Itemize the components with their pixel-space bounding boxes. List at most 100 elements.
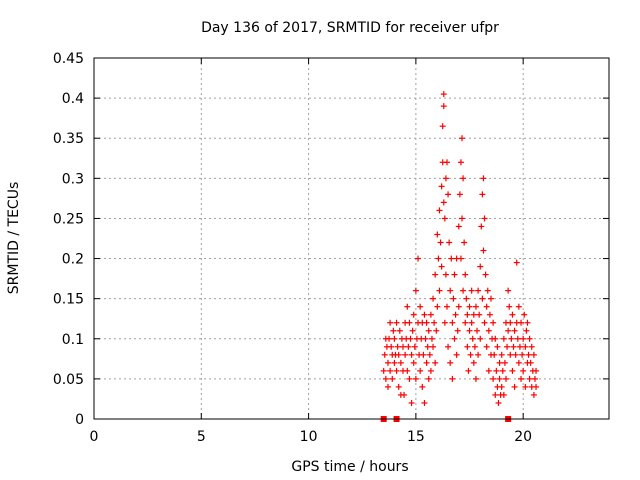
data-point [407,335,414,342]
data-point [440,91,447,98]
data-point [435,255,442,262]
data-point [408,399,415,406]
data-point [507,319,514,326]
data-point [501,359,508,366]
data-point [391,335,398,342]
x-tick-label: 10 [300,429,318,445]
data-point [427,367,434,374]
data-point [533,383,540,390]
x-tick-label: 20 [514,429,532,445]
data-point [518,319,525,326]
data-point [453,351,460,358]
data-point [430,343,437,350]
data-point [432,359,439,366]
data-point [463,295,470,302]
data-point [505,287,512,294]
data-point [496,375,503,382]
data-point [462,271,469,278]
data-point [500,335,507,342]
x-tick-label: 0 [90,429,99,445]
data-point [490,375,497,382]
y-tick-label: 0.3 [62,171,84,187]
data-point [510,343,517,350]
data-point [434,303,441,310]
data-point [468,287,475,294]
data-point [440,199,447,206]
data-point [481,319,488,326]
data-point [512,351,519,358]
data-point [455,303,462,310]
data-point [526,335,533,342]
data-point [486,311,493,318]
data-point [528,343,535,350]
data-point [514,335,521,342]
data-point [439,123,446,130]
data-point [526,375,533,382]
data-point [451,335,458,342]
data-point [475,351,482,358]
data-point [410,311,417,318]
y-axis-label: SRMTID / TECUs [6,182,22,295]
data-point [483,303,490,310]
data-point [440,103,447,110]
data-point [406,375,413,382]
plot-frame [93,57,610,420]
y-tick-label: 0 [75,412,84,428]
y-tick-label: 0.15 [53,292,84,308]
data-point [441,319,448,326]
data-point [472,375,479,382]
data-point [412,287,419,294]
data-point [443,159,450,166]
data-point [406,319,413,326]
data-point [530,351,537,358]
data-point [382,375,389,382]
data-point [482,271,489,278]
data-point [462,319,469,326]
data-point [420,351,427,358]
data-point [475,287,482,294]
data-point [390,327,397,334]
data-point [459,215,466,222]
x-tick-label: 15 [407,429,425,445]
chart-title: Day 136 of 2017, SRMTID for receiver ufp… [201,20,499,36]
data-point [491,351,498,358]
data-point [531,375,538,382]
data-point [449,375,456,382]
data-point [464,311,471,318]
data-point [483,343,490,350]
data-point [490,319,497,326]
data-point [447,287,454,294]
data-point [389,375,396,382]
data-point [431,319,438,326]
data-point [452,311,459,318]
data-point [421,399,428,406]
data-point [445,343,452,350]
data-point [505,327,512,334]
data-point [460,175,467,182]
data-point [428,335,435,342]
data-point [492,335,499,342]
grid-lines [94,58,609,419]
y-tick-label: 0.05 [53,372,84,388]
data-point [496,359,503,366]
data-point [446,239,453,246]
data-point [470,311,477,318]
data-point [478,223,485,230]
data-point [380,367,387,374]
data-point [515,359,522,366]
data-point [422,335,429,342]
data-point [530,391,537,398]
y-tick-label: 0.35 [53,131,84,147]
data-point [456,191,463,198]
data-point [424,343,431,350]
data-point [442,271,449,278]
data-point [468,319,475,326]
data-point [391,359,398,366]
data-point [404,367,411,374]
data-point [493,367,500,374]
data-point [451,271,458,278]
data-point [464,343,471,350]
data-point [484,287,491,294]
data-point [417,303,424,310]
